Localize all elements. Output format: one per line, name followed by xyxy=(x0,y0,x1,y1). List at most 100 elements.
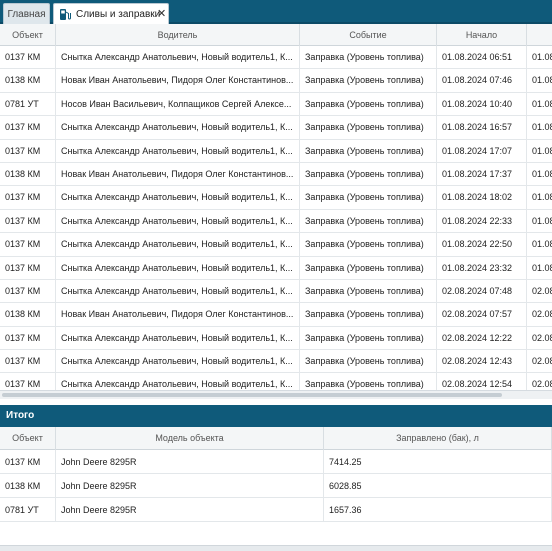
cell-object: 0137 КМ xyxy=(0,46,56,69)
cell-event: Заправка (Уровень топлива) xyxy=(300,139,437,163)
cell-start: 02.08.2024 07:48 xyxy=(437,279,527,303)
cell-driver: Снытка Александр Анатольевич, Новый води… xyxy=(56,373,300,397)
column-header-end[interactable] xyxy=(527,24,552,46)
table-row[interactable]: 0137 КМ Снытка Александр Анатольевич, Нов… xyxy=(0,209,552,234)
cell-event: Заправка (Уровень топлива) xyxy=(300,209,437,233)
cell-start: 01.08.2024 10:40 xyxy=(437,92,527,116)
summary-cell-refueled: 6028.85 xyxy=(324,474,552,498)
cell-start: 02.08.2024 12:22 xyxy=(437,326,527,350)
table-row[interactable]: 0137 КМ Снытка Александр Анатольевич, Нов… xyxy=(0,233,552,257)
summary-cell-object: 0138 КМ xyxy=(0,474,56,498)
cell-event: Заправка (Уровень топлива) xyxy=(300,116,437,140)
summary-row[interactable]: 0138 КМ John Deere 8295R 6028.85 xyxy=(0,474,552,498)
table-row[interactable]: 0138 КМ Новак Иван Анатольевич, Пидоря Ол… xyxy=(0,69,552,93)
table-row[interactable]: 0781 УТ Носов Иван Васильевич, Колпащиков… xyxy=(0,92,552,117)
grid-header: Объект Водитель Событие Начало xyxy=(0,24,552,46)
cell-end: 02.08 xyxy=(527,373,552,396)
tab-label: Сливы и заправки xyxy=(76,9,161,20)
summary-header: Объект Модель объекта Заправлено (бак), … xyxy=(0,427,552,450)
table-row[interactable]: 0137 КМ Снытка Александр Анатольевич, Нов… xyxy=(0,256,552,280)
table-row[interactable]: 0137 КМ Снытка Александр Анатольевич, Нов… xyxy=(0,350,552,374)
cell-end: 01.08 xyxy=(527,163,552,186)
cell-end: 01.08 xyxy=(527,140,552,163)
table-row[interactable]: 0137 КМ Снытка Александр Анатольевич, Нов… xyxy=(0,326,552,351)
summary-cell-refueled: 7414.25 xyxy=(324,450,552,474)
cell-end: 01.08 xyxy=(527,210,552,233)
cell-driver: Снытка Александр Анатольевич, Новый води… xyxy=(56,233,300,257)
summary-row[interactable]: 0781 УТ John Deere 8295R 1657.36 xyxy=(0,498,552,522)
summary-column-object[interactable]: Объект xyxy=(0,427,56,450)
scrollbar-thumb[interactable] xyxy=(2,393,502,397)
summary-cell-object: 0137 КМ xyxy=(0,450,56,474)
column-header-object[interactable]: Объект xyxy=(0,24,56,46)
cell-event: Заправка (Уровень топлива) xyxy=(300,69,437,93)
cell-end: 01.08 xyxy=(527,257,552,280)
cell-driver: Новак Иван Анатольевич, Пидоря Олег Конс… xyxy=(56,69,300,93)
tab-drains-and-refuels[interactable]: Сливы и заправки ✕ xyxy=(53,3,169,24)
summary-column-model[interactable]: Модель объекта xyxy=(56,427,324,450)
cell-object: 0137 КМ xyxy=(0,279,56,303)
cell-object: 0781 УТ xyxy=(0,92,56,116)
cell-driver: Снытка Александр Анатольевич, Новый води… xyxy=(56,116,300,140)
summary-column-refueled[interactable]: Заправлено (бак), л xyxy=(324,427,552,450)
cell-end: 01.08 xyxy=(527,233,552,256)
cell-end: 01.08 xyxy=(527,46,552,69)
cell-object: 0137 КМ xyxy=(0,186,56,210)
cell-start: 01.08.2024 22:33 xyxy=(437,209,527,233)
summary-body: 0137 КМ John Deere 8295R 7414.25 0138 КМ Joh… xyxy=(0,450,552,522)
table-row[interactable]: 0137 КМ Снытка Александр Анатольевич, Нов… xyxy=(0,116,552,140)
cell-event: Заправка (Уровень топлива) xyxy=(300,326,437,350)
cell-start: 01.08.2024 17:37 xyxy=(437,162,527,186)
summary-title: Итого xyxy=(0,405,552,427)
close-icon[interactable]: ✕ xyxy=(157,8,167,20)
cell-object: 0137 КМ xyxy=(0,350,56,374)
table-row[interactable]: 0137 КМ Снытка Александр Анатольевич, Нов… xyxy=(0,186,552,210)
cell-start: 01.08.2024 16:57 xyxy=(437,116,527,140)
cell-driver: Новак Иван Анатольевич, Пидоря Олег Конс… xyxy=(56,162,300,186)
tab-bar: Главная Сливы и заправки ✕ xyxy=(0,0,552,24)
summary-cell-object: 0781 УТ xyxy=(0,498,56,522)
cell-end: 02.08 xyxy=(527,280,552,303)
grid-body: 0137 КМ Снытка Александр Анатольевич, Нов… xyxy=(0,46,552,397)
cell-start: 01.08.2024 06:51 xyxy=(437,46,527,69)
cell-end: 01.08 xyxy=(527,116,552,139)
horizontal-scrollbar[interactable] xyxy=(0,390,552,399)
table-row[interactable]: 0138 КМ Новак Иван Анатольевич, Пидоря Ол… xyxy=(0,162,552,187)
bottom-scrollbar[interactable] xyxy=(0,545,552,551)
cell-event: Заправка (Уровень топлива) xyxy=(300,350,437,374)
events-grid: Объект Водитель Событие Начало 0137 КМ Сн… xyxy=(0,24,552,399)
cell-start: 02.08.2024 12:54 xyxy=(437,373,527,397)
cell-start: 01.08.2024 23:32 xyxy=(437,256,527,280)
cell-start: 02.08.2024 12:43 xyxy=(437,350,527,374)
cell-start: 01.08.2024 18:02 xyxy=(437,186,527,210)
table-row[interactable]: 0137 КМ Снытка Александр Анатольевич, Нов… xyxy=(0,279,552,304)
table-row[interactable]: 0138 КМ Новак Иван Анатольевич, Пидоря Ол… xyxy=(0,303,552,327)
cell-driver: Снытка Александр Анатольевич, Новый води… xyxy=(56,46,300,69)
column-header-start[interactable]: Начало xyxy=(437,24,527,46)
column-header-event[interactable]: Событие xyxy=(300,24,437,46)
cell-object: 0137 КМ xyxy=(0,209,56,233)
cell-event: Заправка (Уровень топлива) xyxy=(300,256,437,280)
cell-event: Заправка (Уровень топлива) xyxy=(300,303,437,327)
cell-event: Заправка (Уровень топлива) xyxy=(300,186,437,210)
cell-start: 01.08.2024 22:50 xyxy=(437,233,527,257)
table-row[interactable]: 0137 КМ Снытка Александр Анатольевич, Нов… xyxy=(0,139,552,163)
cell-driver: Снытка Александр Анатольевич, Новый води… xyxy=(56,186,300,210)
tab-main[interactable]: Главная xyxy=(3,3,50,24)
summary-row[interactable]: 0137 КМ John Deere 8295R 7414.25 xyxy=(0,450,552,474)
column-header-driver[interactable]: Водитель xyxy=(56,24,300,46)
cell-end: 01.08 xyxy=(527,69,552,92)
cell-driver: Снытка Александр Анатольевич, Новый води… xyxy=(56,209,300,233)
cell-event: Заправка (Уровень топлива) xyxy=(300,279,437,303)
summary-cell-model: John Deere 8295R xyxy=(56,474,324,498)
summary-cell-model: John Deere 8295R xyxy=(56,498,324,522)
cell-start: 01.08.2024 07:46 xyxy=(437,69,527,93)
cell-event: Заправка (Уровень топлива) xyxy=(300,92,437,116)
fuel-pump-icon xyxy=(60,9,71,20)
table-row[interactable]: 0137 КМ Снытка Александр Анатольевич, Нов… xyxy=(0,46,552,70)
cell-driver: Снытка Александр Анатольевич, Новый води… xyxy=(56,350,300,374)
cell-end: 02.08 xyxy=(527,350,552,373)
cell-driver: Снытка Александр Анатольевич, Новый води… xyxy=(56,326,300,350)
cell-driver: Новак Иван Анатольевич, Пидоря Олег Конс… xyxy=(56,303,300,327)
cell-object: 0138 КМ xyxy=(0,69,56,93)
